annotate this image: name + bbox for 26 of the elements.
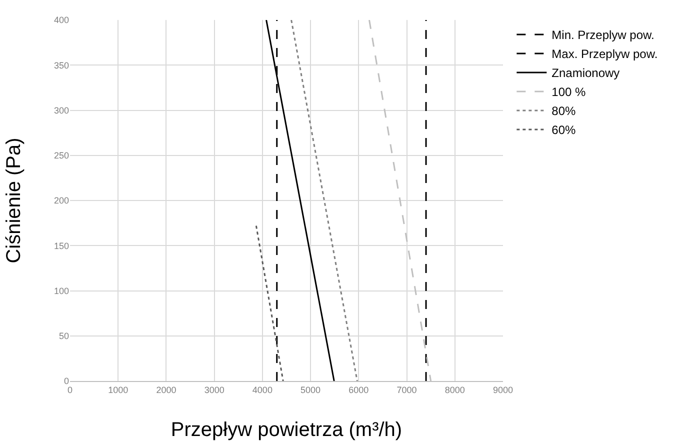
- legend-label: Min. Przeplyw pow.: [552, 28, 654, 42]
- y-tick-label: 100: [54, 286, 69, 296]
- legend-label: Max. Przeplyw pow.: [552, 47, 658, 62]
- x-tick-label: 6000: [348, 384, 369, 395]
- y-tick-label: 350: [54, 60, 69, 70]
- y-tick-label: 50: [58, 331, 69, 342]
- x-tick-label: 9000: [492, 384, 514, 395]
- x-tick-label: 3000: [204, 384, 224, 395]
- x-tick-label: 1000: [108, 384, 128, 395]
- legend-label: Znamionowy: [552, 66, 620, 80]
- x-tick-label: 5000: [300, 384, 321, 395]
- y-tick-label: 300: [54, 105, 69, 116]
- x-axis-title: Przepływ powietrza (m³/h): [170, 419, 402, 441]
- y-tick-label: 400: [54, 15, 69, 26]
- y-tick-label: 200: [54, 196, 69, 206]
- legend-label: 60%: [552, 123, 576, 138]
- y-tick-label: 150: [54, 240, 69, 251]
- legend-label: 100 %: [552, 85, 586, 100]
- x-tick-label: 2000: [156, 384, 176, 395]
- y-tick-label: 0: [64, 376, 69, 386]
- y-tick-label: 250: [54, 150, 69, 161]
- x-tick-label: 8000: [444, 384, 465, 395]
- x-tick-label: 7000: [396, 384, 417, 395]
- x-tick-label: 4000: [252, 384, 272, 395]
- legend-label: 80%: [552, 104, 576, 118]
- y-axis-title: Ciśnienie (Pa): [3, 138, 25, 264]
